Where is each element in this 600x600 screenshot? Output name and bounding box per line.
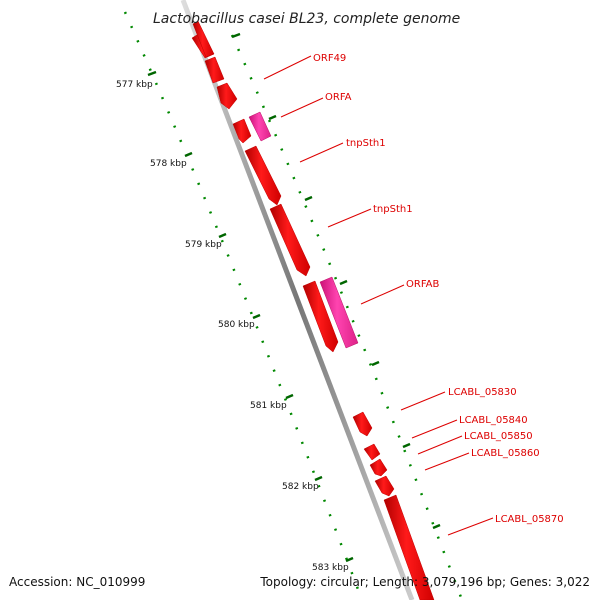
genome-backbone xyxy=(180,0,415,600)
gene-labels: ORF49 ORFA tnpSth1 tnpSth1 ORFAB LCABL_0… xyxy=(313,53,564,525)
gene-label-orfab: ORFAB xyxy=(406,279,439,290)
gene-arrow-lcabl-05870 xyxy=(383,494,435,600)
gene-arrow-orfab-red xyxy=(302,280,339,353)
kbp-581-label: 581 kbp xyxy=(250,401,287,411)
kbp-583-label: 583 kbp xyxy=(312,563,349,573)
gene-label-lcabl-05850: LCABL_05850 xyxy=(464,431,533,442)
gene-label-tnpsth1-b: tnpSth1 xyxy=(373,204,413,215)
gene-arrow-orf49-a xyxy=(204,56,225,84)
gene-label-orf49: ORF49 xyxy=(313,53,346,64)
gene-leader-lines xyxy=(263,55,494,536)
ruler-labels: 577 kbp 578 kbp 579 kbp 580 kbp 581 kbp … xyxy=(116,80,349,573)
gene-arrow-top-b xyxy=(192,20,215,58)
accession-text: Accession: NC_010999 xyxy=(9,575,145,589)
gene-arrow-tnpsth1-b xyxy=(269,203,311,277)
genome-summary-text: Topology: circular; Length: 3,079,196 bp… xyxy=(259,575,590,589)
gene-label-lcabl-05860: LCABL_05860 xyxy=(471,448,540,459)
gene-label-tnpsth1-a: tnpSth1 xyxy=(346,138,386,149)
gene-arrow-lcabl-05840 xyxy=(363,443,381,461)
gene-arrow-lcabl-05830 xyxy=(352,411,373,437)
gene-arrow-orf49-b xyxy=(216,82,238,110)
kbp-578-label: 578 kbp xyxy=(150,159,187,169)
gene-label-lcabl-05870: LCABL_05870 xyxy=(495,514,564,525)
tick-track-inner xyxy=(123,11,364,600)
kbp-577-label: 577 kbp xyxy=(116,80,153,90)
gene-label-lcabl-05840: LCABL_05840 xyxy=(459,415,528,426)
genome-title: Lactobacillus casei BL23, complete genom… xyxy=(153,11,460,27)
kbp-579-label: 579 kbp xyxy=(185,240,222,250)
major-ticks-inner xyxy=(147,70,354,563)
kbp-580-label: 580 kbp xyxy=(218,320,255,330)
footer: Accession: NC_010999 Topology: circular;… xyxy=(9,575,590,589)
gene-label-lcabl-05830: LCABL_05830 xyxy=(448,387,517,398)
gene-arrow-tnpsth1-a xyxy=(244,145,282,206)
major-ticks-outer xyxy=(231,32,441,530)
tick-track-outer xyxy=(230,34,464,600)
gene-arrow-orfa-partner xyxy=(232,118,252,144)
gene-label-orfa: ORFA xyxy=(325,92,352,103)
gene-arrow-lcabl-05860 xyxy=(374,475,395,497)
gene-arrow-lcabl-05850 xyxy=(369,458,388,477)
kbp-582-label: 582 kbp xyxy=(282,482,319,492)
gene-features xyxy=(191,20,435,600)
gene-arrow-orfab xyxy=(319,276,359,349)
gene-arrow-orfa xyxy=(248,111,272,142)
